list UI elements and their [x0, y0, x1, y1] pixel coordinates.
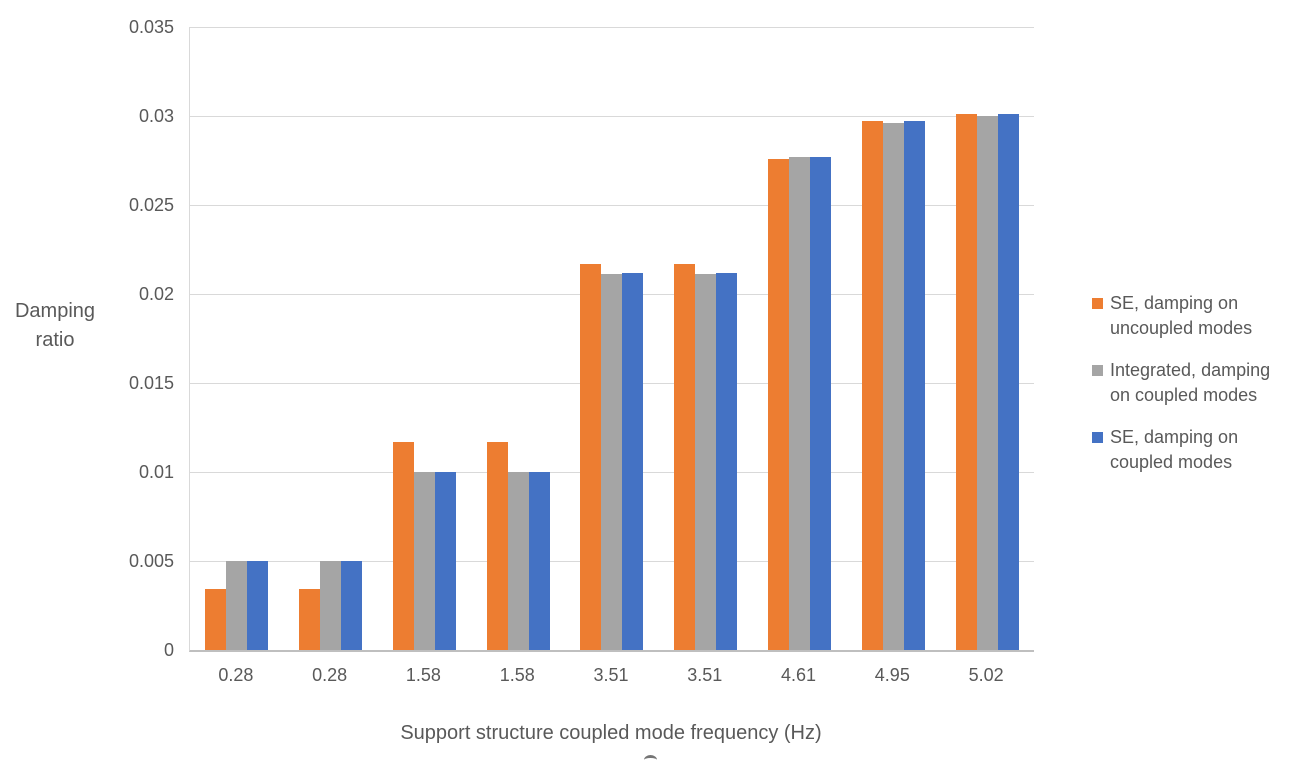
bar [997, 114, 1019, 650]
bar [580, 264, 602, 650]
bar [601, 274, 623, 650]
legend-marker-icon [1092, 298, 1103, 309]
x-tick-label: 3.51 [687, 665, 723, 685]
bar [392, 442, 414, 650]
bar-group [659, 27, 753, 650]
x-tick-label: 4.95 [874, 665, 910, 685]
x-tick-label: 1.58 [405, 665, 441, 685]
bar [341, 561, 363, 650]
bar-group [846, 27, 940, 650]
legend-entry: SE, damping on coupled modes [1092, 425, 1292, 475]
x-tick-label: 3.51 [593, 665, 629, 685]
plot-area [189, 27, 1034, 652]
y-tick-label: 0.035 [128, 17, 174, 37]
legend-entry: SE, damping on uncoupled modes [1092, 291, 1292, 341]
y-axis-title: Damping ratio [14, 300, 96, 351]
bar [861, 121, 883, 650]
x-tick-label: 4.61 [781, 665, 817, 685]
bar-group [471, 27, 565, 650]
bar [810, 157, 832, 650]
legend-label: SE, damping on coupled modes [1110, 427, 1239, 472]
bar-group [565, 27, 659, 650]
bar [434, 472, 456, 650]
bar [320, 561, 342, 650]
legend-marker-icon [1092, 432, 1103, 443]
legend-label: Integrated, damping on coupled modes [1110, 360, 1271, 405]
bar [768, 159, 790, 650]
y-tick-label: 0.02 [138, 284, 174, 304]
bar [882, 123, 904, 650]
bar [976, 116, 998, 650]
legend-entry: Integrated, damping on coupled modes [1092, 358, 1292, 408]
bar [205, 589, 227, 650]
y-tick-label: 0.005 [128, 551, 174, 571]
gridline [190, 27, 1034, 28]
gridline [190, 116, 1034, 117]
legend-marker-icon [1092, 365, 1103, 376]
bar [674, 264, 696, 650]
gridline [190, 205, 1034, 206]
cropped-caption-fragment [644, 755, 657, 765]
y-tick-label: 0.015 [128, 373, 174, 393]
bar [622, 273, 644, 650]
x-axis-title: Support structure coupled mode frequency… [400, 722, 822, 744]
bar-group [753, 27, 847, 650]
x-tick-label: 1.58 [499, 665, 535, 685]
bar [226, 561, 248, 650]
y-tick-label: 0.025 [128, 195, 174, 215]
bar-group [190, 27, 284, 650]
y-tick-label: 0 [163, 640, 174, 660]
x-tick-label: 0.28 [312, 665, 348, 685]
bar [716, 273, 738, 650]
bar-group [284, 27, 378, 650]
bar [413, 472, 435, 650]
legend: SE, damping on uncoupled modes Integrated… [1092, 291, 1292, 492]
bar [486, 442, 508, 650]
bar-group [940, 27, 1034, 650]
y-tick-label: 0.03 [138, 106, 174, 126]
bar [528, 472, 550, 650]
bar [903, 121, 925, 650]
bar [507, 472, 529, 650]
bar [299, 589, 321, 650]
x-tick-label: 0.28 [218, 665, 254, 685]
legend-label: SE, damping on uncoupled modes [1110, 293, 1253, 338]
bar [789, 157, 811, 650]
y-tick-label: 0.01 [138, 462, 174, 482]
x-tick-label: 5.02 [968, 665, 1004, 685]
bar [247, 561, 269, 650]
bar [695, 274, 717, 650]
bar-group [378, 27, 472, 650]
bar [955, 114, 977, 650]
